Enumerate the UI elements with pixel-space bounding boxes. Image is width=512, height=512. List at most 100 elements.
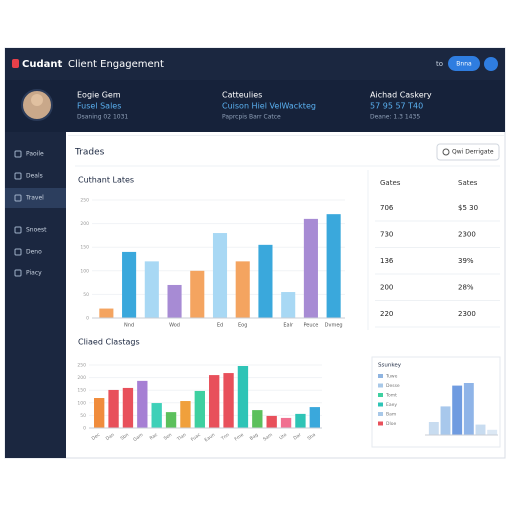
bar (209, 375, 220, 428)
bar (326, 214, 341, 318)
sidebar-item[interactable]: Deals (26, 173, 43, 180)
sidebar-icon (14, 248, 22, 256)
bar (428, 422, 439, 435)
y-tick-label: 200 (77, 375, 86, 381)
profile-title: Catteulies (222, 91, 262, 100)
profile-value: Cuison Hiel VelWackteg (222, 102, 316, 111)
bar (281, 292, 296, 318)
table-cell: 2300 (458, 231, 476, 239)
x-tick-label: Ealr (283, 323, 294, 329)
table-cell: 706 (380, 204, 394, 212)
y-tick-label: 100 (77, 400, 86, 406)
y-tick-label: 250 (80, 198, 89, 204)
divider (68, 135, 504, 136)
chart-title: Ssunkey (378, 363, 402, 369)
x-tick-label: Tnn (219, 432, 230, 442)
bar (223, 373, 234, 428)
table-cell: 136 (380, 257, 394, 265)
chart-title: Cliaed Clastags (78, 338, 140, 347)
table-cell: $5 30 (458, 204, 478, 212)
sidebar-icon (14, 150, 22, 158)
y-tick-label: 200 (80, 221, 89, 227)
user-icon[interactable] (484, 57, 498, 71)
sidebar-icon (14, 194, 22, 202)
bar (122, 387, 134, 428)
bar (180, 401, 191, 428)
bar (452, 385, 463, 435)
profile-sub: Deane: 1.3 1435 (370, 114, 420, 121)
legend-label: Dloe (386, 421, 396, 427)
search-text[interactable]: Qwi Derrigate (452, 149, 494, 156)
bar (99, 308, 114, 318)
x-tick-label: Tlan (175, 432, 187, 443)
table-cell: 28% (458, 284, 474, 292)
table-cell: 730 (380, 231, 393, 239)
sidebar-active (5, 188, 66, 208)
legend-swatch (378, 402, 383, 407)
top-button[interactable] (448, 56, 480, 71)
top-link[interactable]: to (436, 60, 443, 68)
profile-value: Fusel Sales (77, 102, 121, 111)
y-tick-label: 0 (86, 316, 89, 322)
bar (165, 412, 177, 428)
sidebar-item[interactable]: Paoile (26, 151, 44, 158)
sidebar-icon (14, 269, 22, 277)
table-header: Gates (380, 179, 401, 187)
bar (487, 429, 498, 435)
topbar (5, 48, 505, 80)
x-tick-label: Eaun (203, 432, 216, 443)
x-tick-label: Raz (149, 432, 160, 442)
top-button-label[interactable]: Bnna (456, 61, 472, 68)
legend-swatch (378, 421, 383, 426)
bar (212, 233, 228, 318)
sidebar-item[interactable]: Piacy (26, 270, 42, 277)
sidebar-item[interactable]: Snoest (26, 227, 47, 234)
sidebar-icon (14, 226, 22, 234)
bar (167, 284, 182, 318)
bar (440, 406, 451, 435)
profile-title: Eogie Gem (77, 91, 121, 100)
x-tick-label: Sam (262, 432, 274, 443)
legend-swatch (378, 374, 383, 378)
search-box[interactable] (436, 143, 500, 161)
table-cell: 220 (380, 310, 393, 318)
x-tick-label: Peuce (303, 323, 318, 329)
y-tick-label: 50 (80, 413, 86, 419)
bar (475, 424, 486, 435)
bar (295, 413, 306, 428)
bar (144, 261, 159, 318)
legend-swatch (378, 412, 383, 416)
sidebar-item[interactable]: Deno (26, 249, 42, 256)
brand: Cudant (22, 59, 62, 70)
bar (194, 390, 205, 428)
y-tick-label: 0 (83, 426, 86, 432)
x-tick-label: Uto (278, 432, 288, 442)
profile-sub: Dsaning 02 1031 (77, 114, 128, 121)
x-tick-label: Eog (238, 323, 247, 329)
bar (252, 410, 263, 428)
sidebar-icon (14, 172, 22, 180)
x-tick-label: Sbn (119, 432, 130, 442)
avatar-face (31, 94, 43, 106)
bar (235, 261, 250, 318)
bar (94, 398, 105, 428)
legend-label: Eaey (386, 402, 397, 408)
x-tick-label: Gam (132, 432, 144, 443)
x-tick-label: Dec (91, 432, 102, 442)
table-cell: 2300 (458, 310, 476, 318)
profile-sub: Paprcpis Barr Catce (222, 114, 281, 121)
x-tick-label: Fme (234, 432, 246, 443)
sidebar-item[interactable]: Travel (25, 195, 44, 202)
bar (151, 403, 162, 428)
bar (122, 251, 137, 318)
x-tick-label: Sen (163, 432, 174, 442)
legend-swatch (378, 383, 383, 388)
x-tick-label: Sha (306, 432, 317, 442)
profile-header (5, 80, 505, 132)
profile-title: Aichad Caskery (370, 91, 432, 100)
legend-label: Desse (386, 383, 400, 389)
legend-label: Tomt (385, 393, 397, 399)
legend-label: Tuwe (385, 374, 398, 380)
x-tick-label: Ed (217, 323, 223, 329)
